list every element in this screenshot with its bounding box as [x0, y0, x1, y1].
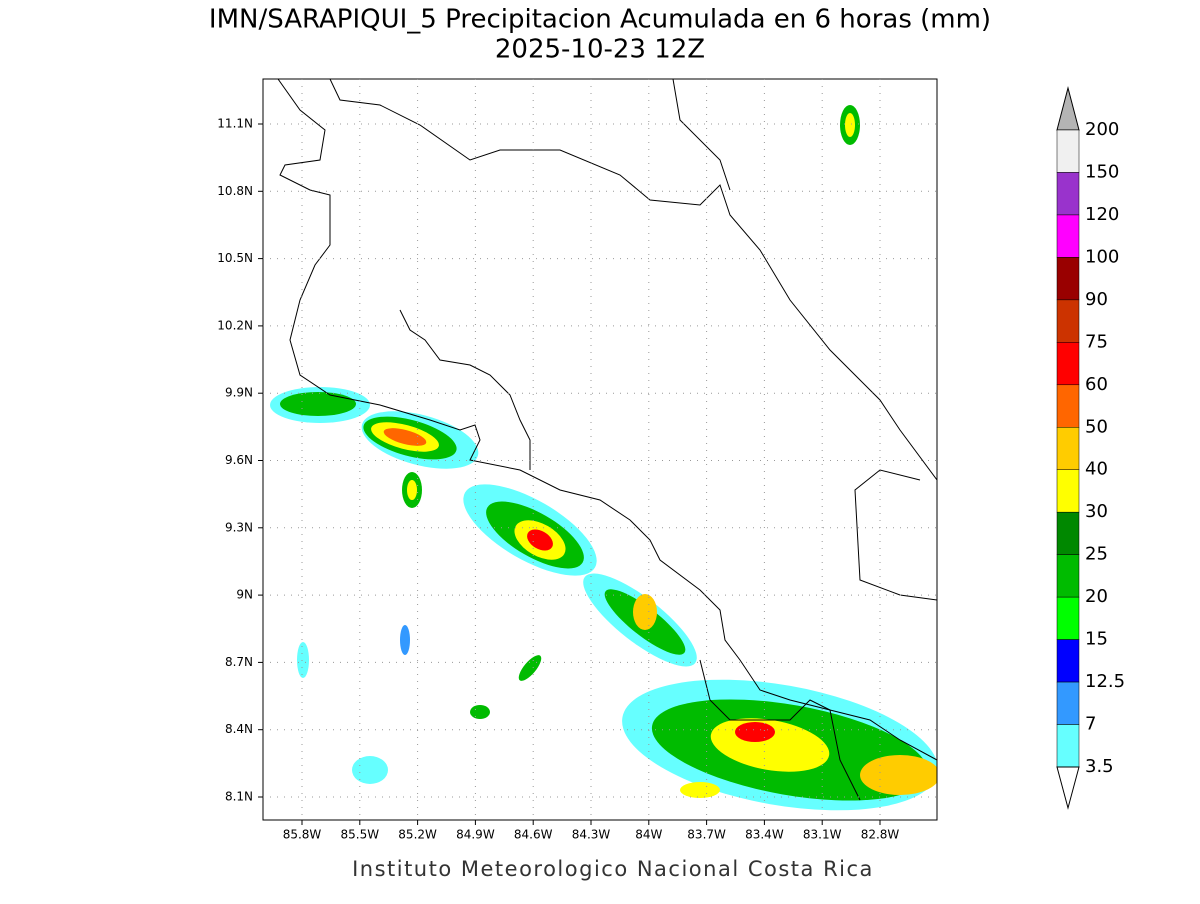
- colorbar-label: 25: [1085, 544, 1108, 565]
- title: IMN/SARAPIQUI_5 Precipitacion Acumulada …: [209, 5, 991, 35]
- lat-tick-label: 10.2N: [217, 318, 253, 332]
- colorbar-label: 100: [1085, 246, 1119, 267]
- colorbar-label: 200: [1085, 119, 1119, 140]
- colorbar-segment: [1056, 469, 1080, 513]
- lat-tick-label: 8.4N: [225, 722, 253, 736]
- lon-tick-label: 83.1W: [803, 828, 842, 842]
- colorbar-label: 60: [1085, 374, 1108, 395]
- lat-tick-label: 10.5N: [217, 251, 253, 265]
- colorbar-segment: [1056, 681, 1080, 725]
- lon-tick-label: 82.8W: [861, 828, 900, 842]
- colorbar-label: 90: [1085, 289, 1108, 310]
- colorbar-label: 20: [1085, 586, 1108, 607]
- precipitation: [270, 105, 937, 811]
- colorbar-label: 15: [1085, 629, 1108, 650]
- coastline: [277, 79, 937, 801]
- lon-tick-label: 85.5W: [341, 828, 380, 842]
- colorbar-label: 12.5: [1085, 671, 1125, 692]
- colorbar-segment: [1056, 554, 1080, 598]
- colorbar-segment: [1056, 299, 1080, 343]
- colorbar-segment: [1056, 511, 1080, 555]
- colorbar-segment: [1056, 342, 1080, 386]
- colorbar-segment: [1056, 257, 1080, 301]
- colorbar-above: [1056, 86, 1080, 131]
- lon-tick-label: 83.4W: [745, 828, 784, 842]
- colorbar-segment: [1056, 427, 1080, 470]
- lat-tick-label: 11.1N: [217, 117, 253, 131]
- colorbar-label: 30: [1085, 501, 1108, 522]
- lon-tick-label: 84.3W: [572, 828, 611, 842]
- colorbar-label: 7: [1085, 714, 1096, 735]
- colorbar-segment: [1056, 214, 1080, 258]
- colorbar-below: [1056, 766, 1080, 810]
- lat-tick-label: 9N: [236, 588, 253, 602]
- colorbar-label: 40: [1085, 459, 1108, 480]
- lon-tick-label: 85.8W: [283, 828, 322, 842]
- colorbar-segment: [1056, 172, 1080, 216]
- lon-tick-label: 84W: [635, 828, 662, 842]
- colorbar-label: 3.5: [1085, 756, 1114, 777]
- colorbar-label: 150: [1085, 161, 1119, 182]
- lat-tick-label: 8.1N: [225, 790, 253, 804]
- lon-tick-label: 85.2W: [398, 828, 437, 842]
- colorbar-segment: [1056, 384, 1080, 428]
- lat-tick-label: 9.9N: [225, 386, 253, 400]
- map-frame: [262, 78, 938, 821]
- subtitle: 2025-10-23 12Z: [495, 35, 705, 65]
- lon-tick-label: 84.9W: [456, 828, 495, 842]
- colorbar-label: 75: [1085, 331, 1108, 352]
- colorbar-segment: [1056, 596, 1080, 640]
- lat-tick-label: 9.6N: [225, 453, 253, 467]
- colorbar-segment: [1056, 639, 1080, 683]
- footer: Instituto Meteorologico Nacional Costa R…: [352, 857, 874, 881]
- colorbar: 200 150 120 100 90 75 60 50 40 30 25 20 15 12.5 7 3.5: [1056, 86, 1125, 810]
- colorbar-label: 120: [1085, 204, 1119, 225]
- map: 11.1N 10.8N 10.5N 10.2N 9.9N 9.6N 9.3N 9N 8.7N 8.…: [217, 78, 938, 842]
- colorbar-label: 50: [1085, 416, 1108, 437]
- colorbar-segment: [1056, 129, 1080, 173]
- lat-tick-label: 8.7N: [225, 655, 253, 669]
- lat-tick-label: 10.8N: [217, 184, 253, 198]
- colorbar-segment: [1056, 724, 1080, 768]
- lon-tick-label: 83.7W: [687, 828, 726, 842]
- lon-tick-label: 84.6W: [514, 828, 553, 842]
- lat-tick-label: 9.3N: [225, 520, 253, 534]
